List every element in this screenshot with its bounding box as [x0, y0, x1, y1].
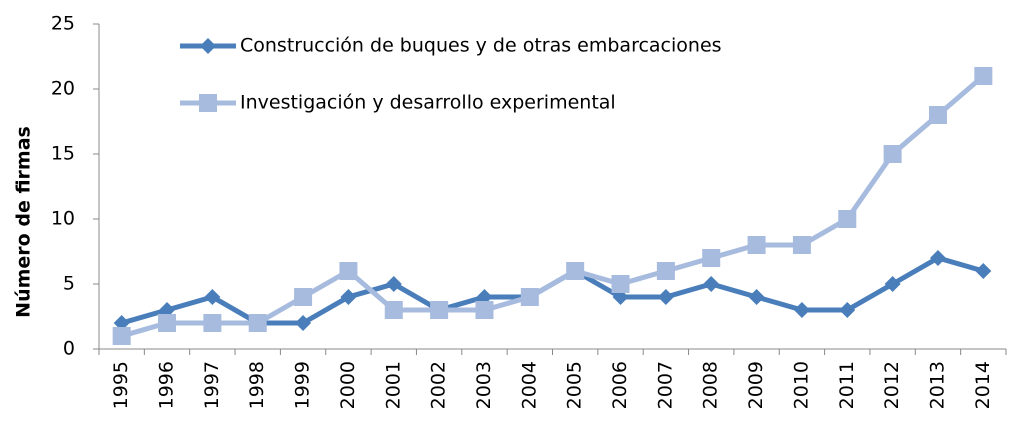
- x-tick-label: 2013: [926, 361, 948, 409]
- x-tick-label: 2002: [428, 361, 450, 409]
- marker: [295, 315, 312, 331]
- x-tick-label: 2008: [700, 361, 722, 409]
- marker: [611, 275, 630, 293]
- x-tick-label: 2011: [836, 361, 858, 409]
- marker: [200, 38, 216, 54]
- x-tick-label: 2001: [382, 361, 404, 409]
- x-tick-label: 2012: [881, 361, 903, 409]
- marker: [838, 210, 857, 228]
- marker: [748, 289, 765, 305]
- marker: [112, 327, 131, 345]
- x-tick-label: 2006: [609, 361, 631, 409]
- y-axis-label: Número de firmas: [13, 126, 35, 318]
- marker: [384, 301, 403, 319]
- y-tick-label: 5: [63, 273, 75, 295]
- line: [120, 74, 985, 339]
- marker: [340, 289, 357, 305]
- marker: [566, 262, 585, 280]
- y-tick-label: 10: [51, 208, 75, 230]
- marker: [703, 276, 720, 292]
- x-tick-label: 1995: [110, 361, 132, 409]
- marker: [656, 262, 675, 280]
- legend-label: Investigación y desarrollo experimental: [240, 92, 616, 114]
- marker: [974, 67, 993, 85]
- marker: [199, 94, 217, 112]
- marker: [883, 145, 902, 163]
- x-tick-label: 1999: [292, 361, 314, 409]
- marker: [928, 106, 947, 124]
- x-tick-label: 2010: [790, 361, 812, 409]
- x-tick-label: 2000: [337, 361, 359, 409]
- x-tick-label: 2009: [745, 361, 767, 409]
- x-tick-label: 2005: [564, 361, 586, 409]
- y-tick-label: 25: [51, 13, 75, 35]
- x-tick-label: 2003: [473, 361, 495, 409]
- marker: [430, 301, 449, 319]
- y-tick-label: 20: [51, 78, 75, 100]
- marker: [884, 276, 901, 292]
- legend-label: Construcción de buques y de otras embarc…: [240, 35, 722, 57]
- x-tick-label: 1997: [201, 361, 223, 409]
- x-tick-label: 1998: [246, 361, 268, 409]
- marker: [520, 288, 539, 306]
- marker: [793, 302, 810, 318]
- marker: [657, 289, 674, 305]
- marker: [792, 236, 811, 254]
- marker: [747, 236, 766, 254]
- marker: [248, 314, 267, 332]
- marker: [203, 314, 222, 332]
- line: [120, 255, 985, 326]
- x-tick-label: 2004: [518, 361, 540, 409]
- marker: [339, 262, 358, 280]
- y-tick-label: 15: [51, 143, 75, 165]
- marker: [294, 288, 313, 306]
- marker: [204, 289, 221, 305]
- marker: [975, 263, 992, 279]
- y-tick-label: 0: [63, 338, 75, 360]
- marker: [702, 249, 721, 267]
- marker: [839, 302, 856, 318]
- x-tick-label: 2014: [972, 361, 994, 409]
- x-tick-label: 2007: [654, 361, 676, 409]
- marker: [158, 314, 177, 332]
- marker: [929, 250, 946, 266]
- marker: [475, 301, 494, 319]
- x-tick-label: 1996: [156, 361, 178, 409]
- marker: [385, 276, 402, 292]
